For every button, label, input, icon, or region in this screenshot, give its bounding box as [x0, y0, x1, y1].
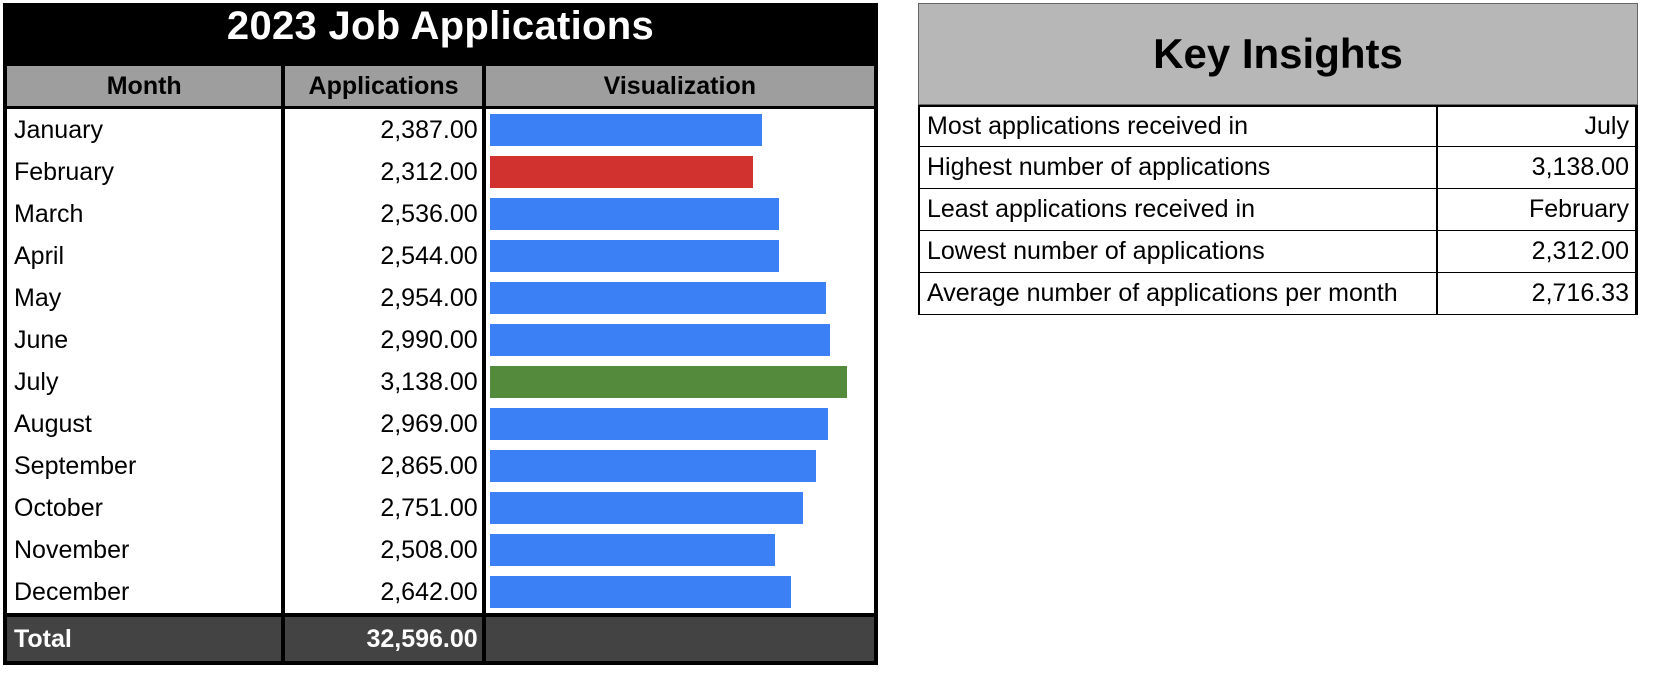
visualization-cell[interactable]	[485, 193, 874, 235]
data-bar	[489, 492, 803, 524]
table-row: June 2,990.00	[7, 319, 874, 361]
month-cell[interactable]: November	[7, 529, 286, 571]
total-value[interactable]: 32,596.00	[285, 617, 486, 661]
data-bar	[489, 198, 779, 230]
visualization-cell[interactable]	[485, 445, 874, 487]
total-row: Total 32,596.00	[7, 613, 875, 661]
month-cell[interactable]: May	[7, 277, 286, 319]
visualization-cell[interactable]	[485, 361, 874, 403]
table-body-frame: Month Applications Visualization January…	[3, 66, 878, 665]
insight-row: Average number of applications per month…	[919, 273, 1636, 315]
table-row: February 2,312.00	[7, 151, 874, 193]
total-label[interactable]: Total	[7, 617, 286, 661]
visualization-cell[interactable]	[485, 277, 874, 319]
table-row: March 2,536.00	[7, 193, 874, 235]
insight-row: Least applications received in February	[919, 189, 1636, 231]
applications-cell[interactable]: 2,969.00	[285, 403, 486, 445]
applications-cell[interactable]: 2,751.00	[285, 487, 486, 529]
month-cell[interactable]: June	[7, 319, 286, 361]
total-visualization-cell[interactable]	[485, 617, 875, 661]
data-bar	[489, 114, 762, 146]
header-applications[interactable]: Applications	[285, 66, 486, 106]
insights-rows: Most applications received in July Highest…	[918, 105, 1638, 315]
table-row: November 2,508.00	[7, 529, 874, 571]
visualization-cell[interactable]	[485, 319, 874, 361]
insight-row: Highest number of applications 3,138.00	[919, 147, 1636, 189]
data-bar	[489, 282, 826, 314]
applications-cell[interactable]: 3,138.00	[285, 361, 486, 403]
month-cell[interactable]: February	[7, 151, 286, 193]
insight-row: Lowest number of applications 2,312.00	[919, 231, 1636, 273]
applications-cell[interactable]: 2,642.00	[285, 571, 486, 613]
month-cell[interactable]: September	[7, 445, 286, 487]
data-bar	[489, 576, 791, 608]
table-row: July 3,138.00	[7, 361, 874, 403]
data-bar	[489, 450, 816, 482]
insight-value[interactable]: February	[1528, 195, 1629, 223]
month-cell[interactable]: August	[7, 403, 286, 445]
header-row: Month Applications Visualization	[7, 66, 874, 109]
table-row: January 2,387.00	[7, 109, 874, 151]
visualization-cell[interactable]	[485, 529, 874, 571]
table-row: August 2,969.00	[7, 403, 874, 445]
insight-value[interactable]: July	[1584, 112, 1629, 140]
table-row: October 2,751.00	[7, 487, 874, 529]
table-row: December 2,642.00	[7, 571, 874, 613]
header-month[interactable]: Month	[7, 66, 286, 106]
month-cell[interactable]: January	[7, 109, 286, 151]
applications-cell[interactable]: 2,536.00	[285, 193, 486, 235]
applications-cell[interactable]: 2,312.00	[285, 151, 486, 193]
visualization-cell[interactable]	[485, 571, 874, 613]
visualization-cell[interactable]	[485, 109, 874, 151]
insight-label[interactable]: Least applications received in	[920, 189, 1438, 230]
table-row: May 2,954.00	[7, 277, 874, 319]
applications-cell[interactable]: 2,544.00	[285, 235, 486, 277]
month-cell[interactable]: October	[7, 487, 286, 529]
key-insights-table: Key Insights Most applications received …	[918, 3, 1638, 315]
month-cell[interactable]: April	[7, 235, 286, 277]
table-row: April 2,544.00	[7, 235, 874, 277]
data-bar	[489, 240, 779, 272]
data-bar	[489, 156, 753, 188]
insights-title[interactable]: Key Insights	[918, 3, 1638, 105]
data-bar	[489, 324, 830, 356]
header-visualization[interactable]: Visualization	[485, 66, 874, 106]
insight-label[interactable]: Lowest number of applications	[920, 231, 1438, 272]
month-cell[interactable]: July	[7, 361, 286, 403]
applications-cell[interactable]: 2,954.00	[285, 277, 486, 319]
data-bar	[489, 366, 847, 398]
data-rows: January 2,387.00 February 2,312.00 March 2,53…	[7, 109, 874, 613]
insight-value[interactable]: 3,138.00	[1531, 153, 1629, 181]
visualization-cell[interactable]	[485, 235, 874, 277]
visualization-cell[interactable]	[485, 403, 874, 445]
data-bar	[489, 534, 775, 566]
insight-label[interactable]: Highest number of applications	[920, 147, 1438, 188]
job-applications-table: 2023 Job Applications Month Applications…	[3, 3, 878, 665]
applications-cell[interactable]: 2,865.00	[285, 445, 486, 487]
insight-row: Most applications received in July	[919, 105, 1636, 147]
visualization-cell[interactable]	[485, 151, 874, 193]
table-title[interactable]: 2023 Job Applications	[3, 3, 878, 66]
applications-cell[interactable]: 2,387.00	[285, 109, 486, 151]
insight-value[interactable]: 2,716.33	[1531, 279, 1629, 307]
month-cell[interactable]: December	[7, 571, 286, 613]
insight-label[interactable]: Most applications received in	[920, 107, 1438, 146]
insight-label[interactable]: Average number of applications per month	[920, 273, 1438, 314]
data-bar	[489, 408, 828, 440]
month-cell[interactable]: March	[7, 193, 286, 235]
table-row: September 2,865.00	[7, 445, 874, 487]
applications-cell[interactable]: 2,990.00	[285, 319, 486, 361]
insight-value[interactable]: 2,312.00	[1531, 237, 1629, 265]
visualization-cell[interactable]	[485, 487, 874, 529]
applications-cell[interactable]: 2,508.00	[285, 529, 486, 571]
